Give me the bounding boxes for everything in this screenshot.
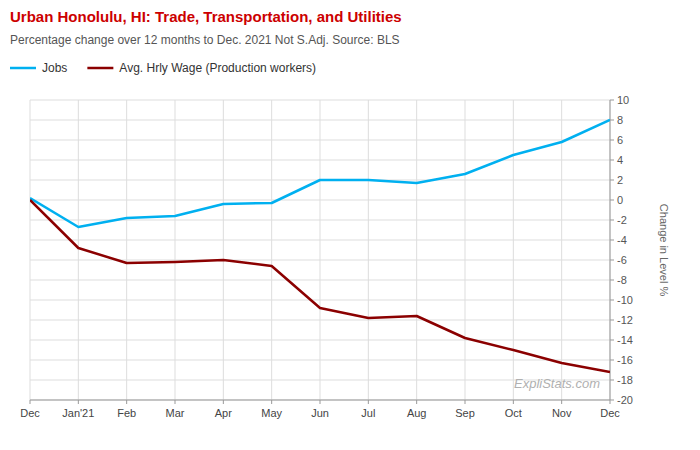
- title: Urban Honolulu, HI: Trade, Transportatio…: [10, 8, 402, 25]
- tick-mark: [610, 140, 614, 141]
- grid-line: [561, 100, 562, 400]
- tick-label: -20: [617, 394, 633, 406]
- tick-mark: [610, 380, 614, 381]
- grid-line: [223, 100, 224, 400]
- line: [30, 200, 610, 372]
- tick-mark: [561, 400, 562, 404]
- y-ticks: -20-18-16-14-12-10-8-6-4-20246810: [610, 94, 633, 406]
- tick-mark: [610, 360, 614, 361]
- tick-mark: [610, 260, 614, 261]
- grid-line: [175, 100, 176, 400]
- tick-mark: [175, 400, 176, 404]
- legend-swatch: [87, 67, 113, 70]
- tick-mark: [610, 300, 614, 301]
- tick-label: 6: [617, 134, 623, 146]
- grid-line: [30, 100, 31, 400]
- x-ticks: Dec Jan'21 Feb Mar Apr May Jun Jul Aug Sep Oct Nov D…: [20, 400, 620, 419]
- tick-mark: [271, 400, 272, 404]
- tick-label: Dec: [20, 407, 40, 419]
- tick-mark: [368, 400, 369, 404]
- tick-mark: [610, 200, 614, 201]
- tick-label: Feb: [117, 407, 136, 419]
- tick-label: -14: [617, 334, 633, 346]
- grid-line: [126, 100, 127, 400]
- tick-label: Jan'21: [62, 407, 94, 419]
- tick-label: -2: [617, 214, 627, 226]
- tick-mark: [610, 340, 614, 341]
- grid-line: [368, 100, 369, 400]
- tick-label: 8: [617, 114, 623, 126]
- tick-label: Nov: [552, 407, 572, 419]
- line: [30, 120, 610, 227]
- y-axis: [610, 100, 611, 400]
- tick-mark: [610, 180, 614, 181]
- tick-label: Mar: [166, 407, 185, 419]
- tick-label: 10: [617, 94, 629, 106]
- tick-mark: [610, 280, 614, 281]
- tick-mark: [610, 320, 614, 321]
- legend: Jobs Avg. Hrly Wage (Production workers): [10, 61, 316, 75]
- background: [0, 0, 700, 450]
- tick-mark: [30, 400, 31, 404]
- tick-mark: [610, 220, 614, 221]
- tick-label: -8: [617, 274, 627, 286]
- tick-label: Jun: [311, 407, 329, 419]
- tick-mark: [223, 400, 224, 404]
- tick-mark: [610, 400, 611, 404]
- legend-swatch: [10, 67, 36, 70]
- grid-line: [465, 100, 466, 400]
- subtitle: Percentage change over 12 months to Dec.…: [10, 33, 400, 47]
- tick-label: 4: [617, 154, 623, 166]
- tick-label: -4: [617, 234, 627, 246]
- tick-label: -18: [617, 374, 633, 386]
- tick-mark: [320, 400, 321, 404]
- grid-line: [78, 100, 79, 400]
- tick-mark: [610, 240, 614, 241]
- tick-label: Oct: [505, 407, 522, 419]
- tick-label: -6: [617, 254, 627, 266]
- legend-entry: Jobs: [42, 61, 67, 75]
- tick-label: -16: [617, 354, 633, 366]
- tick-mark: [610, 400, 614, 401]
- tick-mark: [465, 400, 466, 404]
- grid-line: [416, 100, 417, 400]
- lines: [30, 120, 610, 372]
- tick-mark: [610, 120, 614, 121]
- tick-mark: [126, 400, 127, 404]
- grid: [30, 100, 610, 400]
- grid-line: [610, 100, 611, 400]
- tick-label: -10: [617, 294, 633, 306]
- watermark: ExpliStats.com: [514, 376, 600, 391]
- tick-label: Sep: [455, 407, 475, 419]
- tick-label: Apr: [215, 407, 232, 419]
- tick-mark: [610, 100, 614, 101]
- tick-mark: [416, 400, 417, 404]
- tick-mark: [78, 400, 79, 404]
- legend-entry: Avg. Hrly Wage (Production workers): [119, 61, 316, 75]
- chart: Urban Honolulu, HI: Trade, Transportatio…: [0, 0, 700, 450]
- tick-label: Jul: [361, 407, 375, 419]
- tick-label: Dec: [600, 407, 620, 419]
- tick-mark: [610, 160, 614, 161]
- grid-line: [513, 100, 514, 400]
- tick-label: 0: [617, 194, 623, 206]
- grid-line: [320, 100, 321, 400]
- tick-mark: [513, 400, 514, 404]
- y-axis-label: Change in Level %: [658, 204, 670, 297]
- tick-label: May: [261, 407, 282, 419]
- tick-label: 2: [617, 174, 623, 186]
- tick-label: Aug: [407, 407, 427, 419]
- tick-label: -12: [617, 314, 633, 326]
- grid-line: [271, 100, 272, 400]
